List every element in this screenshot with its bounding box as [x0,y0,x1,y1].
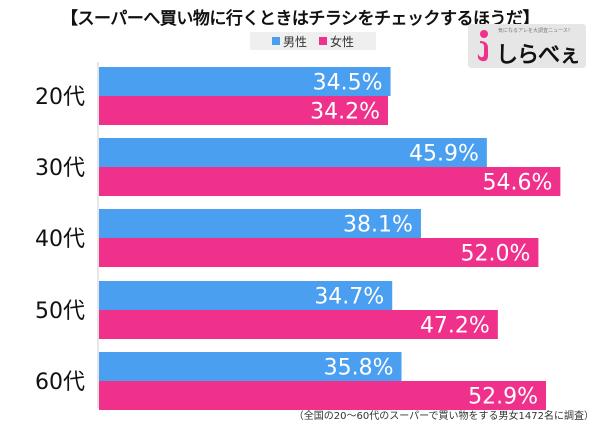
legend-label-female: 女性 [330,34,355,49]
legend-label-male: 男性 [282,34,307,49]
brand-logo: 気になるアレを大調査ニュース！ しらべぇ [468,24,586,68]
bar-male [99,67,391,96]
bar-female [99,310,498,339]
logo-brand-text: しらべぇ [496,43,581,68]
value-label-male: 45.9% [409,142,479,167]
value-label-female: 34.2% [310,100,380,125]
bar-male [99,138,487,167]
bar-female [99,96,388,125]
legend-swatch-female [319,37,327,45]
value-label-female: 47.2% [420,314,490,339]
bar-female [99,238,539,267]
legend-item-male: 男性 [271,33,307,50]
category-label: 30代 [35,156,85,181]
legend-item-female: 女性 [319,33,354,50]
bar-male [99,281,393,310]
bar-male [99,209,421,238]
logo-tagline: 気になるアレを大調査ニュース！ [498,28,573,34]
bar-male [99,352,402,381]
legend-swatch-male [271,37,280,45]
bar-female [99,381,547,410]
value-label-male: 34.5% [313,71,383,96]
value-label-male: 35.8% [324,356,394,381]
category-label: 20代 [35,85,85,110]
footnote: （全国の20〜60代のスーパーで買い物をする男女1472名に調査） [293,411,594,422]
value-label-male: 34.7% [314,285,384,310]
bar-female [99,167,561,196]
category-label: 50代 [35,299,85,324]
value-label-female: 52.9% [468,385,538,410]
value-label-male: 38.1% [343,213,413,238]
value-label-female: 54.6% [482,171,552,196]
legend: 男性 女性 [250,32,376,50]
value-label-female: 52.0% [461,242,531,267]
chart-title: 【スーパーへ買い物に行くときはチラシをチェックするほうだ】 [61,9,540,29]
category-label: 40代 [35,227,85,252]
logo-i-icon [477,30,488,62]
category-label: 60代 [35,370,85,395]
